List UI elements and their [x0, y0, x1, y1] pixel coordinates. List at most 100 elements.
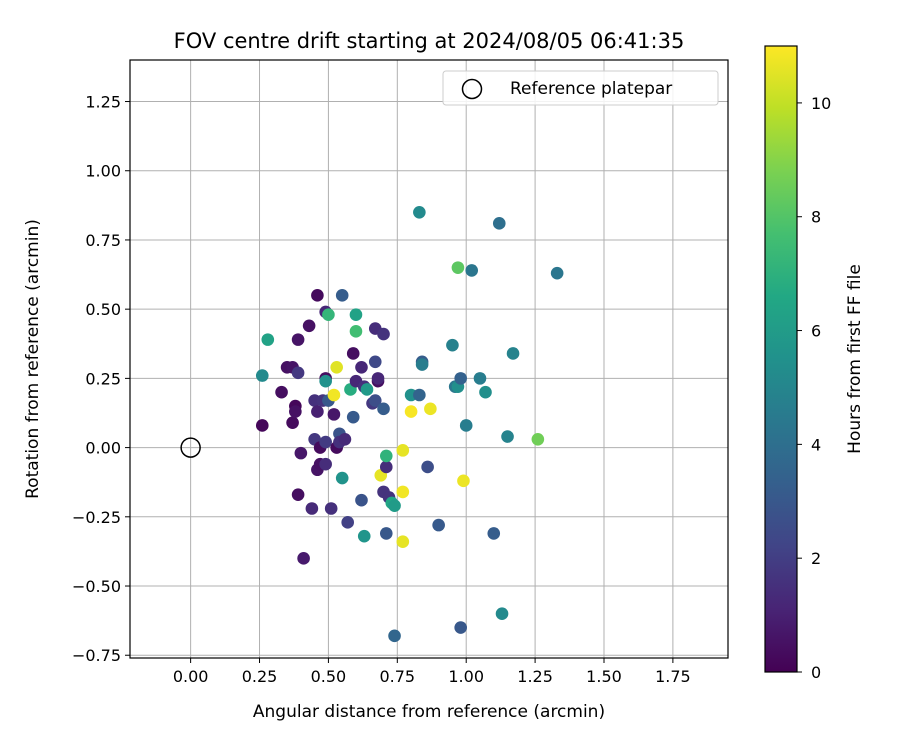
scatter-point [404, 405, 418, 418]
y-tick-label: 1.25 [85, 93, 121, 112]
x-tick-label: 0.25 [242, 667, 278, 686]
scatter-point [355, 493, 368, 507]
colorbar-label: Hours from first FF file [845, 264, 865, 454]
x-tick-label: 1.25 [517, 667, 553, 686]
scatter-point [454, 621, 467, 634]
scatter-point [330, 361, 343, 374]
reference-point-marker [180, 437, 201, 458]
scatter-point [368, 355, 382, 369]
x-tick-label: 1.75 [655, 667, 691, 686]
scatter-point [446, 338, 459, 352]
scatter-point [355, 361, 368, 374]
scatter-point [457, 474, 470, 488]
colorbar-tick-label: 6 [811, 322, 821, 341]
x-axis-label: Angular distance from reference (arcmin) [253, 702, 605, 722]
scatter-point [275, 385, 288, 399]
scatter-point [506, 347, 520, 360]
plot-area-border [129, 59, 729, 659]
scatter-point [311, 405, 324, 418]
legend: Reference platepar [442, 70, 719, 106]
legend-marker-icon [461, 78, 483, 100]
x-tick-label: 1.50 [586, 667, 622, 686]
chart-title: FOV centre drift starting at 2024/08/05 … [174, 29, 685, 53]
x-tick-label: 0.75 [379, 667, 415, 686]
scatter-point [368, 394, 382, 407]
scatter-point [327, 408, 341, 421]
colorbar-tick-label: 4 [811, 435, 821, 454]
scatter-point [388, 499, 401, 513]
scatter-point [327, 388, 341, 402]
scatter-point [479, 385, 492, 399]
y-tick-label: 0.00 [85, 439, 121, 458]
scatter-point [396, 485, 410, 499]
scatter-point [465, 264, 479, 277]
colorbar-tick-label: 10 [811, 94, 831, 113]
scatter-point [297, 552, 310, 565]
y-tick-label: 0.75 [85, 231, 121, 250]
scatter-point [371, 372, 385, 385]
colorbar-tick-label: 0 [811, 663, 821, 682]
y-axis-label: Rotation from reference (arcmin) [23, 219, 43, 499]
y-tick-label: 0.50 [85, 300, 121, 319]
colorbar-tick-label: 2 [811, 549, 821, 568]
scatter-point [349, 325, 363, 338]
scatter-point [294, 446, 308, 460]
legend-label: Reference platepar [510, 79, 672, 99]
colorbar [764, 45, 798, 673]
scatter-point [531, 432, 545, 446]
scatter-point [550, 266, 564, 280]
scatter-point [255, 419, 269, 432]
x-tick-label: 0.00 [173, 667, 209, 686]
scatter-point [311, 289, 324, 302]
scatter-point [360, 383, 374, 396]
y-tick-label: −0.50 [72, 577, 121, 596]
scatter-point [459, 419, 473, 432]
scatter-point [346, 347, 360, 360]
scatter-point [335, 289, 349, 302]
x-tick-label: 0.50 [311, 667, 347, 686]
scatter-point [454, 372, 467, 385]
scatter-point [424, 402, 437, 416]
scatter-point [379, 449, 393, 463]
scatter-point [291, 333, 305, 346]
scatter-point [432, 518, 445, 532]
scatter-point [377, 402, 390, 416]
scatter-point [349, 308, 363, 322]
scatter-point [377, 327, 390, 341]
scatter-point [289, 405, 302, 418]
y-tick-label: −0.75 [72, 646, 121, 665]
scatter-point [319, 457, 332, 471]
x-tick-label: 1.00 [448, 667, 484, 686]
scatter-point [487, 527, 501, 540]
scatter-point [357, 529, 371, 543]
scatter-point [492, 217, 506, 230]
y-tick-label: −0.25 [72, 508, 121, 527]
scatter-point [413, 388, 426, 402]
scatter-point [255, 369, 269, 382]
scatter-point [286, 416, 299, 429]
scatter-point [396, 535, 410, 549]
scatter-point [396, 444, 410, 457]
x-axis-ticks: 0.00 0.25 0.50 0.75 1.00 1.25 1.50 1.75 [173, 658, 691, 686]
data-points [255, 205, 564, 643]
scatter-point [324, 502, 338, 515]
scatter-point [495, 607, 509, 621]
scatter-point [338, 432, 352, 446]
scatter-point [319, 374, 332, 388]
scatter-point [291, 366, 305, 380]
scatter-point [421, 460, 434, 474]
scatter-point [501, 430, 514, 443]
scatter-point [379, 527, 393, 540]
scatter-point [388, 629, 401, 643]
scatter-point [341, 516, 355, 529]
scatter-point [473, 372, 487, 385]
scatter-point [319, 435, 332, 449]
y-axis-ticks: −0.75 −0.50 −0.25 0.00 0.25 0.50 0.75 1.00 1.25 [72, 93, 130, 665]
colorbar-tick-label: 8 [811, 208, 821, 227]
scatter-point [413, 205, 426, 219]
scatter-point [305, 502, 319, 515]
scatter-point [379, 460, 393, 474]
scatter-point [322, 308, 335, 322]
y-tick-label: 1.00 [85, 162, 121, 181]
